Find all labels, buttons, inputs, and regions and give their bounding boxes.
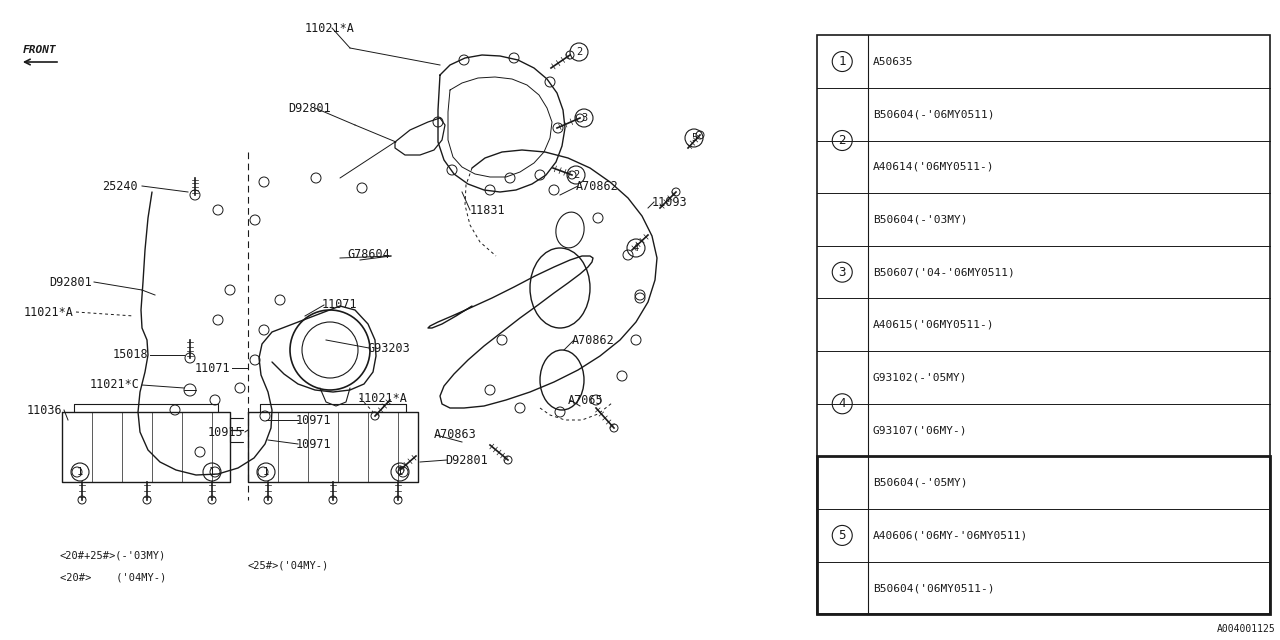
- Text: <20#+25#>(-'03MY): <20#+25#>(-'03MY): [60, 550, 166, 560]
- Text: 10915: 10915: [207, 426, 243, 438]
- Text: <20#>    ('04MY-): <20#> ('04MY-): [60, 573, 166, 583]
- Text: 11021*A: 11021*A: [358, 392, 408, 404]
- Text: B50604(-'06MY0511): B50604(-'06MY0511): [873, 109, 995, 119]
- Text: 5: 5: [838, 529, 846, 542]
- Text: B50604('06MY0511-): B50604('06MY0511-): [873, 583, 995, 593]
- Text: G93203: G93203: [367, 342, 410, 355]
- Text: A40614('06MY0511-): A40614('06MY0511-): [873, 162, 995, 172]
- Bar: [817, 35, 1270, 614]
- Text: A004001125: A004001125: [1217, 624, 1276, 634]
- Text: 11071: 11071: [323, 298, 357, 312]
- Text: D92801: D92801: [49, 275, 92, 289]
- Text: 2: 2: [838, 134, 846, 147]
- Text: A70863: A70863: [434, 429, 476, 442]
- Bar: [817, 456, 1270, 614]
- Text: B50607('04-'06MY0511): B50607('04-'06MY0511): [873, 267, 1015, 277]
- Text: 10971: 10971: [296, 413, 332, 426]
- Text: D92801: D92801: [288, 102, 332, 115]
- Text: 1: 1: [397, 467, 403, 477]
- Text: <25#>('04MY-): <25#>('04MY-): [248, 560, 329, 570]
- Text: 10971: 10971: [296, 438, 332, 451]
- Text: FRONT: FRONT: [23, 45, 56, 55]
- Text: G93102(-'05MY): G93102(-'05MY): [873, 372, 968, 383]
- Text: 25240: 25240: [102, 179, 138, 193]
- Text: B50604(-'03MY): B50604(-'03MY): [873, 214, 968, 225]
- Text: 11831: 11831: [470, 204, 506, 216]
- Text: 1: 1: [838, 55, 846, 68]
- Text: 4: 4: [632, 243, 639, 253]
- Text: 2: 2: [576, 47, 582, 57]
- Text: A50635: A50635: [873, 56, 914, 67]
- Text: B50604(-'05MY): B50604(-'05MY): [873, 478, 968, 488]
- Text: A70862: A70862: [572, 333, 614, 346]
- Text: 1: 1: [77, 467, 83, 477]
- Text: 3: 3: [581, 113, 588, 123]
- Text: 3: 3: [838, 266, 846, 278]
- Text: 4: 4: [838, 397, 846, 410]
- Text: 15018: 15018: [113, 349, 148, 362]
- Text: 1: 1: [209, 467, 215, 477]
- Text: 11071: 11071: [195, 362, 230, 374]
- Text: 2: 2: [573, 170, 579, 180]
- Text: 5: 5: [691, 133, 698, 143]
- Text: 11021*C: 11021*C: [90, 378, 140, 392]
- Text: 11021*A: 11021*A: [24, 305, 74, 319]
- Text: 11093: 11093: [652, 195, 687, 209]
- Text: G78604: G78604: [347, 248, 390, 262]
- Text: A40606('06MY-'06MY0511): A40606('06MY-'06MY0511): [873, 531, 1028, 540]
- Text: A70862: A70862: [576, 179, 618, 193]
- Text: D92801: D92801: [445, 454, 488, 467]
- Text: A40615('06MY0511-): A40615('06MY0511-): [873, 320, 995, 330]
- Text: 1: 1: [262, 467, 269, 477]
- Text: A7065: A7065: [568, 394, 604, 406]
- Text: 11021*A: 11021*A: [305, 22, 355, 35]
- Text: G93107('06MY-): G93107('06MY-): [873, 425, 968, 435]
- Text: 11036: 11036: [27, 403, 61, 417]
